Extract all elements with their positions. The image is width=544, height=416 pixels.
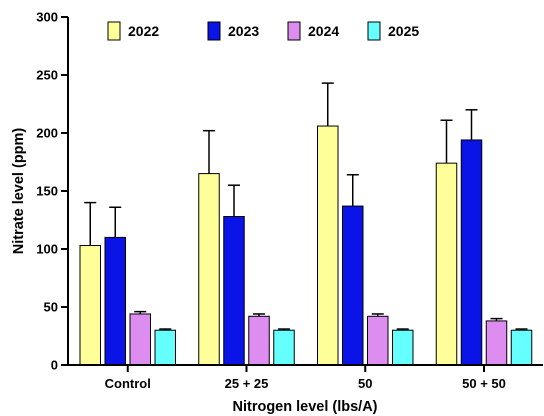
x-tick-label: 50 + 50 <box>462 376 506 391</box>
error-bars-layer <box>84 82 528 331</box>
bar-2025-3 <box>510 329 533 366</box>
y-tick-label: 50 <box>44 300 58 315</box>
y-ticks: 0 50 100 150 200 250 300 <box>36 10 68 373</box>
bars-layer <box>79 125 533 366</box>
bar-2024-2 <box>367 315 389 366</box>
y-tick-label: 250 <box>36 68 58 83</box>
bar-2023-2 <box>342 205 364 366</box>
legend-label-2022: 2022 <box>128 23 159 39</box>
bar-2022-0 <box>79 245 101 366</box>
y-tick-label: 0 <box>51 358 58 373</box>
bar-2024-0 <box>129 313 151 366</box>
bar-2025-1 <box>273 329 295 366</box>
legend-swatch-2022 <box>107 21 121 41</box>
legend-swatch-2023 <box>207 21 221 41</box>
x-axis-title: Nitrogen level (lbs/A) <box>232 399 377 415</box>
bar-2025-2 <box>392 329 414 366</box>
y-tick-label: 200 <box>36 126 58 141</box>
y-tick-label: 100 <box>36 242 58 257</box>
legend-swatch-2025 <box>367 21 381 41</box>
legend-label-2025: 2025 <box>388 23 419 39</box>
x-ticks: Control 25 + 25 50 50 + 50 <box>105 365 506 391</box>
y-tick-label: 300 <box>36 10 58 25</box>
legend-label-2023: 2023 <box>228 23 259 39</box>
x-tick-label: 25 + 25 <box>225 376 269 391</box>
bar-2023-0 <box>104 236 126 366</box>
legend: 2022 2023 2024 2025 <box>107 21 419 41</box>
y-axis-title: Nitrate level (ppm) <box>11 128 27 255</box>
bar-2022-3 <box>435 162 458 366</box>
bar-2022-1 <box>198 173 220 366</box>
x-tick-label: Control <box>105 376 151 391</box>
legend-label-2024: 2024 <box>308 23 339 39</box>
bar-2024-1 <box>248 315 270 366</box>
bar-2023-3 <box>460 139 483 366</box>
bar-2022-2 <box>317 125 339 366</box>
legend-swatch-2024 <box>287 21 301 41</box>
x-tick-label: 50 <box>358 376 372 391</box>
bar-2023-1 <box>223 216 245 366</box>
bar-2024-3 <box>485 320 508 366</box>
bar-2025-0 <box>154 329 176 366</box>
y-tick-label: 150 <box>36 184 58 199</box>
